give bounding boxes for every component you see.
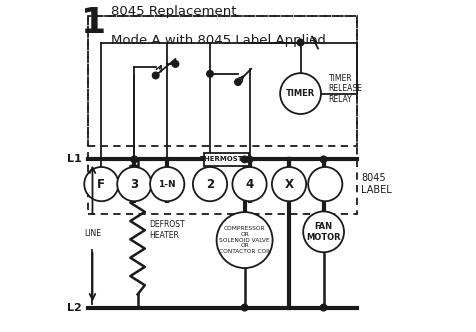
Text: Mode A with 8045 Label Applied: Mode A with 8045 Label Applied: [111, 34, 326, 47]
Circle shape: [308, 167, 342, 201]
Text: 8045 Replacement: 8045 Replacement: [111, 5, 237, 18]
Circle shape: [246, 156, 253, 163]
Circle shape: [131, 156, 138, 163]
Text: DEFROST
HEATER: DEFROST HEATER: [149, 220, 185, 240]
Circle shape: [241, 156, 248, 163]
Circle shape: [272, 167, 306, 201]
Circle shape: [320, 156, 327, 163]
Circle shape: [84, 167, 119, 201]
Bar: [88, 16, 357, 214]
Bar: [204, 153, 248, 166]
Text: X: X: [285, 178, 294, 191]
Circle shape: [172, 61, 179, 67]
Text: L2: L2: [67, 302, 81, 312]
Circle shape: [217, 212, 273, 268]
Text: 1-N: 1-N: [159, 180, 176, 189]
Circle shape: [150, 167, 184, 201]
Text: COMPRESSOR
OR
SOLENOID VALVE
OR
CONTACTOR COIL: COMPRESSOR OR SOLENOID VALVE OR CONTACTO…: [218, 226, 271, 254]
Circle shape: [241, 304, 248, 311]
Circle shape: [235, 79, 241, 85]
Text: LINE: LINE: [84, 229, 101, 238]
Text: THERMOSTAT: THERMOSTAT: [200, 156, 253, 162]
Circle shape: [117, 167, 151, 201]
Circle shape: [297, 39, 304, 46]
Text: 3: 3: [130, 178, 139, 191]
Circle shape: [207, 70, 213, 77]
Circle shape: [232, 167, 267, 201]
Text: TIMER: TIMER: [286, 89, 315, 98]
Text: 2: 2: [206, 178, 214, 191]
Circle shape: [152, 72, 159, 79]
Circle shape: [320, 304, 327, 311]
Circle shape: [303, 211, 344, 252]
Text: FAN
MOTOR: FAN MOTOR: [306, 222, 341, 242]
Bar: [88, 16, 357, 146]
Text: 1: 1: [80, 6, 106, 40]
Circle shape: [193, 167, 227, 201]
Circle shape: [280, 73, 321, 114]
Text: 8045
LABEL: 8045 LABEL: [361, 173, 392, 195]
Text: 4: 4: [246, 178, 254, 191]
Text: F: F: [98, 178, 105, 191]
Text: L1: L1: [67, 154, 81, 164]
Text: TIMER
RELEASE
RELAY: TIMER RELEASE RELAY: [328, 74, 362, 104]
